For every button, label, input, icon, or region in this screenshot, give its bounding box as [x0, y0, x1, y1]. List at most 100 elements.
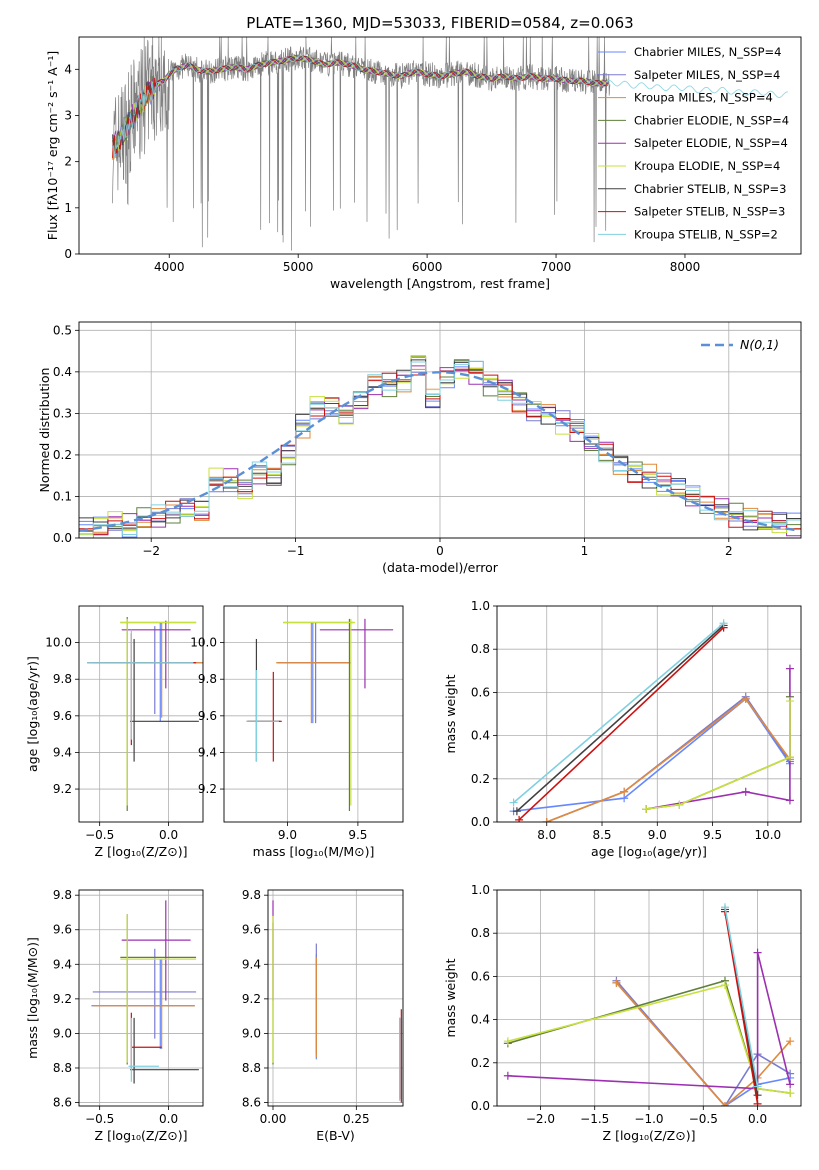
- data-point-marker: [785, 753, 794, 762]
- x-axis-label: wavelength [Angstrom, rest frame]: [330, 276, 550, 291]
- y-tick-label: 9.4: [198, 745, 217, 759]
- y-tick-label: 9.8: [198, 672, 217, 686]
- mass-weight-vs-metallicity-panel: −2.0 −1.5 −1.0 −0.5 0.0 0.0 0.2 0.4 0.6 0.8 1.0 Z […: [443, 883, 802, 1143]
- y-axis-label: Normed distribution: [37, 368, 52, 493]
- x-tick-label: 9.0: [278, 828, 297, 842]
- y-axis-label: age [log₁₀(age/yr)]: [25, 656, 40, 772]
- axes-frame: [78, 321, 802, 539]
- y-tick-label: 9.6: [53, 709, 72, 723]
- axes-frame: [78, 889, 204, 1107]
- data-point-marker: [721, 1102, 729, 1106]
- plot-area: [503, 903, 795, 1106]
- x-tick-label: −0.5: [689, 1112, 718, 1126]
- x-tick-label: 9.0: [648, 828, 667, 842]
- y-tick-label: 9.2: [198, 782, 217, 796]
- plot-area: [246, 618, 394, 812]
- legend-entry: Chabrier MILES, N_SSP=4: [634, 45, 781, 59]
- y-tick-label: 0.6: [471, 969, 490, 983]
- mass-weight-line: [724, 911, 759, 1104]
- x-tick-label: −1.5: [580, 1112, 609, 1126]
- y-tick-label: 9.2: [53, 992, 72, 1006]
- y-tick-label: 0.2: [53, 448, 72, 462]
- x-tick-label: 7000: [541, 260, 572, 274]
- axes-frame: [78, 36, 802, 255]
- data-point-marker: [785, 697, 794, 706]
- mass-vs-metallicity-panel: −0.5 0.0 8.6 8.8 9.0 9.2 9.4 9.6 9.8 Z [log₁₀(Z/Z…: [25, 888, 204, 1143]
- y-tick-label: 8.8: [242, 1061, 261, 1075]
- y-tick-label: 0.1: [53, 489, 72, 503]
- mass-weight-line: [615, 982, 791, 1106]
- x-tick-label: 4000: [154, 260, 185, 274]
- x-tick-label: 0.0: [159, 828, 178, 842]
- data-point-marker: [785, 796, 794, 805]
- x-tick-label: 1: [581, 544, 589, 558]
- y-tick-label: 0: [64, 247, 72, 261]
- legend-entry: Chabrier ELODIE, N_SSP=4: [634, 113, 789, 127]
- data-point-marker: [612, 978, 621, 987]
- model-fit-line: [112, 55, 608, 159]
- normal-reference-curve: [79, 371, 799, 532]
- y-tick-label: 9.8: [53, 672, 72, 686]
- x-axis-label: age [log₁₀(age/yr)]: [591, 844, 707, 859]
- y-tick-label: 9.2: [53, 782, 72, 796]
- x-tick-label: −1: [287, 544, 305, 558]
- model-fit-line: [112, 55, 608, 153]
- plot-area: [87, 616, 203, 812]
- y-tick-label: 9.6: [53, 923, 72, 937]
- x-axis-label: E(B-V): [316, 1128, 355, 1143]
- x-tick-label: −2: [142, 544, 160, 558]
- data-point-marker: [503, 1037, 512, 1046]
- data-point-marker: [620, 787, 629, 796]
- y-tick-label: 0.0: [471, 1099, 490, 1113]
- x-tick-label: 5000: [283, 260, 314, 274]
- residual-histogram-panel: −2 −1 0 1 2 0.0 0.1 0.2 0.3 0.4 0.5 (data-model)/er…: [37, 321, 802, 575]
- data-point-marker: [786, 1089, 795, 1098]
- y-tick-label: 0.4: [53, 365, 72, 379]
- y-tick-label: 4: [64, 62, 72, 76]
- model-fit-line: [112, 55, 788, 158]
- y-tick-label: 8.8: [53, 1061, 72, 1075]
- mass-weight-vs-age-panel: 8.0 8.5 9.0 9.5 10.0 0.0 0.2 0.4 0.6 0.8 1.0 age [l…: [443, 599, 802, 859]
- y-tick-label: 0.8: [471, 926, 490, 940]
- y-tick-label: 0.0: [53, 531, 72, 545]
- x-tick-label: 2: [725, 544, 733, 558]
- x-axis-label: Z [log₁₀(Z/Z⊙)]: [95, 844, 188, 859]
- data-point-marker: [542, 818, 551, 822]
- mass-weight-line: [513, 622, 725, 804]
- data-point-marker: [786, 1080, 795, 1089]
- y-tick-label: 0.0: [471, 815, 490, 829]
- data-point-marker: [753, 1099, 762, 1106]
- data-point-marker: [786, 1037, 795, 1046]
- mass-weight-line: [507, 984, 791, 1094]
- data-point-marker: [515, 815, 524, 822]
- plot-area: [112, 37, 788, 251]
- x-tick-label: 8000: [670, 260, 701, 274]
- axes-frame: [267, 889, 404, 1107]
- y-tick-label: 8.6: [53, 1096, 72, 1110]
- y-axis-label: mass weight: [443, 958, 458, 1037]
- axes-frame: [496, 889, 802, 1107]
- y-tick-label: 9.4: [242, 957, 261, 971]
- y-tick-label: 1.0: [471, 599, 490, 613]
- x-tick-label: 10.0: [754, 828, 781, 842]
- y-tick-label: 0.4: [471, 729, 490, 743]
- data-point-marker: [721, 981, 729, 990]
- x-axis-label: Z [log₁₀(Z/Z⊙)]: [603, 1128, 696, 1143]
- data-point-marker: [785, 664, 794, 673]
- legend-entry: N(0,1): [740, 337, 779, 352]
- x-tick-label: 8.0: [537, 828, 556, 842]
- y-axis-label: mass weight: [443, 674, 458, 753]
- plot-area: [91, 900, 199, 1084]
- y-tick-label: 1.0: [471, 883, 490, 897]
- x-axis-label: (data-model)/error: [382, 560, 499, 575]
- y-tick-label: 0.3: [53, 406, 72, 420]
- y-tick-label: 9.2: [242, 992, 261, 1006]
- y-tick-label: 9.4: [53, 745, 72, 759]
- data-point-marker: [721, 903, 729, 912]
- y-tick-label: 9.0: [242, 1026, 261, 1040]
- histogram-step-line: [79, 360, 801, 535]
- x-tick-label: 0.0: [748, 1112, 767, 1126]
- plot-area: [272, 900, 402, 1103]
- x-tick-label: −2.0: [526, 1112, 555, 1126]
- age-vs-mass-panel: 9.0 9.5 9.2 9.4 9.6 9.8 10.0 mass [log₁₀(M/M⊙)]: [190, 605, 404, 859]
